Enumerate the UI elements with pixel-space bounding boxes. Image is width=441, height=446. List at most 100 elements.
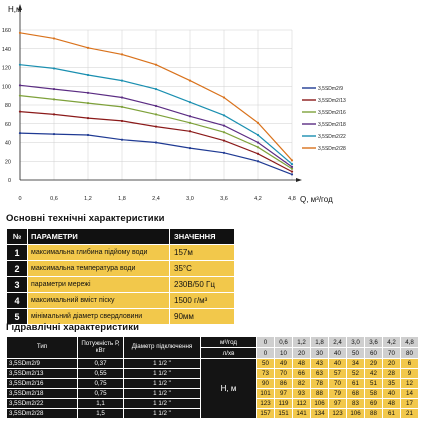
head-value: 123 [256,398,275,409]
head-value: 40 [328,358,347,369]
spec-value: 90мм [169,308,235,325]
series-point [256,160,260,163]
tech-spec-row: 5 мінімальний діаметр свердловини 90мм [6,308,235,325]
series-point [154,87,158,91]
head-value: 21 [400,408,419,419]
head-value: 48 [382,398,401,409]
series-point [18,31,22,34]
head-value: 97 [274,388,293,399]
series-point [18,63,22,66]
spec-param: максимальний вміст піску [27,292,170,309]
lmin-unit-label: л/хв [200,347,257,359]
series-point [86,133,90,137]
series-point [154,113,158,116]
spec-value: 157м [169,244,235,261]
pump-diameter: 1 1/2 " [123,408,201,419]
series-point [256,146,260,149]
head-value: 58 [364,388,383,399]
series-point [18,84,22,87]
x-tick-label: 4,2 [254,196,262,202]
series-point [154,125,158,128]
spec-num: 4 [6,292,28,309]
x-tick-label: 3,0 [186,196,194,202]
legend-label: 3,5SDm2/16 [318,110,346,116]
series-point [290,162,294,166]
q-value: 2,4 [328,336,347,348]
head-value: 6 [400,358,419,369]
x-tick-label: 4,8 [288,196,296,202]
head-value: 157 [256,408,275,419]
series-point [52,98,56,101]
col-power: Потужність Р, кВт [77,336,124,359]
q-value: 1,2 [292,336,311,348]
head-value: 48 [292,358,311,369]
head-value: 88 [310,388,329,399]
head-value: 35 [382,378,401,389]
head-value: 101 [256,388,275,399]
pump-model: 3,5SDm2/16 [6,378,78,389]
series-point [86,117,90,120]
head-value: 29 [364,358,383,369]
head-value: 123 [328,408,347,419]
head-value: 52 [346,368,365,379]
chart-axes [18,4,302,182]
col-diameter: Діаметр підключення [123,336,201,359]
series-point [222,124,226,127]
head-value: 14 [400,388,419,399]
head-value: 42 [364,368,383,379]
series-point [290,173,294,176]
head-value: 9 [400,368,419,379]
tech-specs-title: Основні технічні характеристики [6,213,165,224]
q-value: 0,6 [274,336,293,348]
legend-label: 3,5SDm2/18 [318,122,346,128]
series-point [120,105,124,108]
head-value: 66 [292,368,311,379]
pump-diameter: 1 1/2 " [123,358,201,369]
spec-num: 2 [6,260,28,277]
y-tick-label: 40 [5,141,11,147]
series-point [86,102,90,105]
tech-specs-table: № ПАРАМЕТРИ ЗНАЧЕННЯ 1 максимальна глибин… [6,228,235,325]
lmin-value: 30 [310,347,329,359]
spec-num: 1 [6,244,28,261]
y-tick-label: 100 [2,84,11,90]
series-point [120,96,124,99]
q-unit-label: м³/год [200,336,257,348]
series-point [188,115,192,118]
head-value: 90 [256,378,275,389]
series-point [290,165,294,168]
spec-num: 5 [6,308,28,325]
hydraulic-title: Гідравлічні характеристики [6,322,140,333]
series-point [188,101,192,104]
pump-model: 3,5SDm2/18 [6,388,78,399]
head-value: 40 [382,388,401,399]
tech-spec-row: 4 максимальний вміст піску 1500 г/м³ [6,292,235,309]
series-point [290,170,294,173]
head-value: 79 [328,388,347,399]
lmin-value: 40 [328,347,347,359]
head-value: 17 [400,398,419,409]
x-tick-label: 2,4 [152,196,160,202]
series-point [188,121,192,124]
chart-legend: 3,5SDm2/9 3,5SDm2/13 3,5SDm2/16 3,5SDm2/18 3… [302,86,346,152]
head-value: 43 [310,358,329,369]
pump-power: 1,5 [77,408,124,419]
head-value: 119 [274,398,293,409]
head-value: 49 [274,358,293,369]
x-tick-label: 3,6 [220,196,228,202]
col-type: Тип [6,336,78,359]
series-point [256,152,260,155]
hydraulic-header-row-1: Тип Потужність Р, кВт Діаметр підключенн… [6,336,419,359]
q-value: 4,2 [382,336,401,348]
head-value: 134 [310,408,329,419]
head-value: 20 [382,358,401,369]
pump-row: 3,5SDm2/13 0,55 1 1/2 " 73 70 66 63 57 52 42 28 9 [6,368,419,379]
hydraulic-table: Тип Потужність Р, кВт Діаметр підключенн… [6,336,419,419]
pump-power: 0,55 [77,368,124,379]
series-point [154,104,158,108]
x-tick-label: 0,6 [50,196,58,202]
header-param: ПАРАМЕТРИ [27,228,170,245]
q-value: 1,8 [310,336,329,348]
pump-model: 3,5SDm2/9 [6,358,78,369]
tech-specs-header-row: № ПАРАМЕТРИ ЗНАЧЕННЯ [6,228,235,245]
